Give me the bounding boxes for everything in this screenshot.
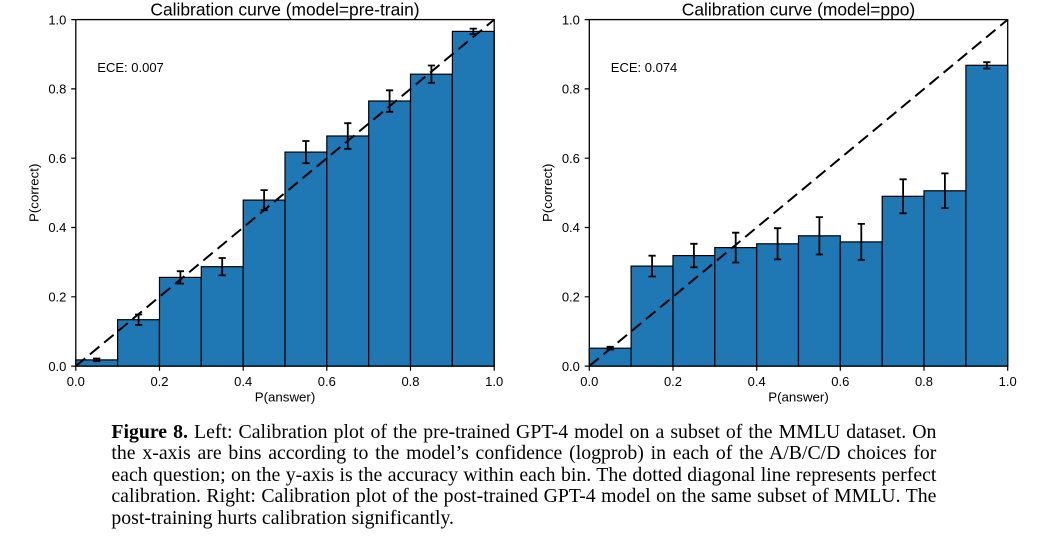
svg-text:ECE: 0.074: ECE: 0.074 (611, 60, 678, 75)
svg-text:Calibration curve (model=pre-t: Calibration curve (model=pre-train) (150, 0, 419, 19)
svg-text:0.6: 0.6 (48, 151, 66, 166)
svg-text:0.2: 0.2 (48, 290, 66, 305)
svg-text:0.4: 0.4 (48, 220, 66, 235)
svg-text:0.6: 0.6 (831, 374, 849, 389)
svg-text:P(correct): P(correct) (27, 164, 42, 222)
svg-text:P(answer): P(answer) (255, 389, 316, 404)
svg-text:0.4: 0.4 (562, 220, 580, 235)
svg-text:0.0: 0.0 (48, 359, 66, 374)
svg-text:1.0: 1.0 (485, 374, 503, 389)
svg-text:0.2: 0.2 (664, 374, 682, 389)
svg-text:0.8: 0.8 (562, 82, 580, 97)
svg-text:0.4: 0.4 (748, 374, 766, 389)
svg-text:0.0: 0.0 (67, 374, 85, 389)
svg-text:0.0: 0.0 (562, 359, 580, 374)
svg-text:ECE: 0.007: ECE: 0.007 (97, 60, 164, 75)
svg-text:Calibration curve (model=ppo): Calibration curve (model=ppo) (682, 0, 915, 19)
svg-text:P(answer): P(answer) (768, 389, 829, 404)
svg-text:0.6: 0.6 (562, 151, 580, 166)
svg-text:1.0: 1.0 (562, 12, 580, 27)
svg-text:0.2: 0.2 (150, 374, 168, 389)
svg-text:0.8: 0.8 (48, 82, 66, 97)
svg-text:1.0: 1.0 (48, 12, 66, 27)
svg-text:0.6: 0.6 (318, 374, 336, 389)
svg-text:0.8: 0.8 (401, 374, 419, 389)
svg-text:0.0: 0.0 (580, 374, 598, 389)
svg-text:1.0: 1.0 (999, 374, 1017, 389)
svg-text:0.8: 0.8 (915, 374, 933, 389)
svg-text:P(correct): P(correct) (540, 164, 555, 222)
svg-text:0.4: 0.4 (234, 374, 252, 389)
svg-text:0.2: 0.2 (562, 290, 580, 305)
